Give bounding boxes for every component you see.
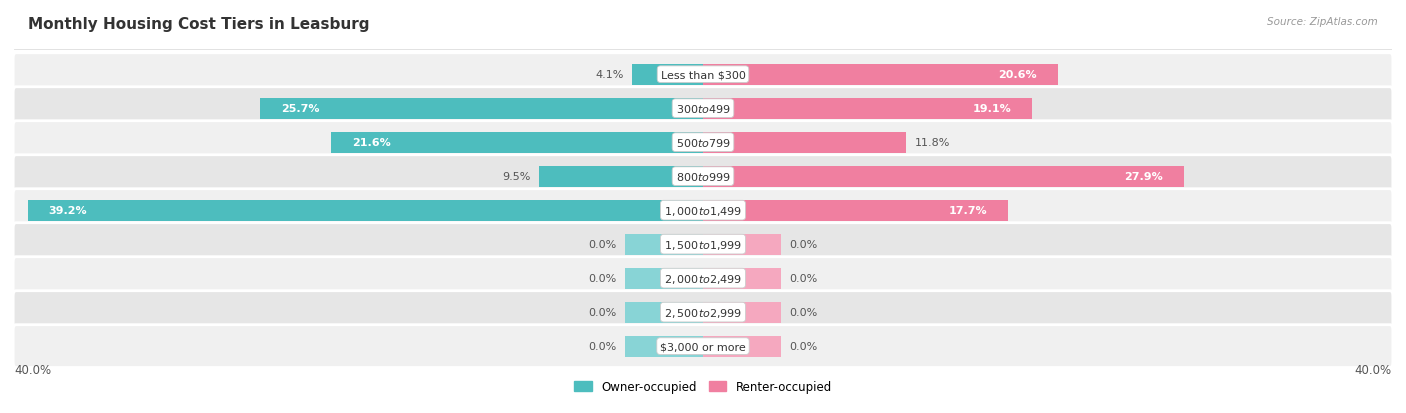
Bar bbox=[626, 302, 703, 323]
Bar bbox=[703, 336, 780, 357]
FancyBboxPatch shape bbox=[13, 155, 1393, 198]
Bar bbox=[703, 268, 780, 289]
Text: $500 to $799: $500 to $799 bbox=[675, 137, 731, 149]
Text: 20.6%: 20.6% bbox=[998, 70, 1038, 80]
Bar bbox=[703, 234, 780, 255]
Text: Less than $300: Less than $300 bbox=[661, 70, 745, 80]
Text: $2,500 to $2,999: $2,500 to $2,999 bbox=[664, 306, 742, 319]
FancyBboxPatch shape bbox=[13, 88, 1393, 130]
Text: Source: ZipAtlas.com: Source: ZipAtlas.com bbox=[1267, 17, 1378, 26]
Bar bbox=[703, 64, 1057, 85]
Text: 39.2%: 39.2% bbox=[48, 206, 87, 216]
Text: 9.5%: 9.5% bbox=[502, 172, 531, 182]
Text: $2,000 to $2,499: $2,000 to $2,499 bbox=[664, 272, 742, 285]
FancyBboxPatch shape bbox=[13, 325, 1393, 368]
Text: 4.1%: 4.1% bbox=[595, 70, 624, 80]
Bar bbox=[28, 200, 703, 221]
Text: 11.8%: 11.8% bbox=[915, 138, 950, 148]
Text: 0.0%: 0.0% bbox=[589, 341, 617, 351]
Legend: Owner-occupied, Renter-occupied: Owner-occupied, Renter-occupied bbox=[574, 380, 832, 393]
Bar bbox=[626, 336, 703, 357]
Text: 40.0%: 40.0% bbox=[1355, 363, 1392, 376]
Text: $300 to $499: $300 to $499 bbox=[675, 103, 731, 115]
Text: $1,500 to $1,999: $1,500 to $1,999 bbox=[664, 238, 742, 251]
Bar bbox=[633, 64, 703, 85]
FancyBboxPatch shape bbox=[13, 189, 1393, 232]
FancyBboxPatch shape bbox=[13, 121, 1393, 164]
Text: 27.9%: 27.9% bbox=[1125, 172, 1163, 182]
Text: $800 to $999: $800 to $999 bbox=[675, 171, 731, 183]
Text: 21.6%: 21.6% bbox=[352, 138, 391, 148]
Text: Monthly Housing Cost Tiers in Leasburg: Monthly Housing Cost Tiers in Leasburg bbox=[28, 17, 370, 31]
Bar bbox=[703, 302, 780, 323]
Text: 40.0%: 40.0% bbox=[14, 363, 51, 376]
Bar bbox=[330, 132, 703, 153]
Text: 0.0%: 0.0% bbox=[589, 240, 617, 249]
Bar bbox=[703, 132, 907, 153]
Text: 17.7%: 17.7% bbox=[949, 206, 987, 216]
FancyBboxPatch shape bbox=[13, 257, 1393, 300]
Text: $3,000 or more: $3,000 or more bbox=[661, 341, 745, 351]
Bar bbox=[540, 166, 703, 187]
FancyBboxPatch shape bbox=[13, 291, 1393, 334]
Text: 0.0%: 0.0% bbox=[789, 307, 817, 317]
FancyBboxPatch shape bbox=[13, 223, 1393, 266]
FancyBboxPatch shape bbox=[13, 54, 1393, 96]
Text: $1,000 to $1,499: $1,000 to $1,499 bbox=[664, 204, 742, 217]
Bar bbox=[703, 166, 1184, 187]
Text: 0.0%: 0.0% bbox=[789, 240, 817, 249]
Text: 19.1%: 19.1% bbox=[973, 104, 1011, 114]
Bar bbox=[626, 234, 703, 255]
Bar bbox=[703, 200, 1008, 221]
Bar bbox=[703, 98, 1032, 119]
Text: 25.7%: 25.7% bbox=[281, 104, 319, 114]
Bar bbox=[626, 268, 703, 289]
Text: 0.0%: 0.0% bbox=[589, 307, 617, 317]
Bar bbox=[260, 98, 703, 119]
Text: 0.0%: 0.0% bbox=[789, 341, 817, 351]
Text: 0.0%: 0.0% bbox=[789, 273, 817, 283]
Text: 0.0%: 0.0% bbox=[589, 273, 617, 283]
